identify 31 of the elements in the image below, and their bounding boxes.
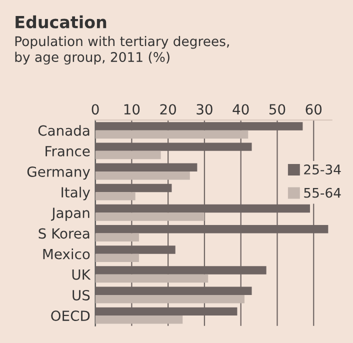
y-tick-label: Germany <box>27 166 90 180</box>
y-tick-label: UK <box>72 270 91 280</box>
y-tick-label: Italy <box>62 186 90 200</box>
bar <box>95 274 208 283</box>
bar <box>95 233 139 242</box>
x-tick-label: 30 <box>196 104 212 115</box>
legend-label: 25-34 <box>304 164 341 174</box>
y-tick-label: S Korea <box>38 228 90 239</box>
x-tick-label: 0 <box>92 104 99 115</box>
chart-title: Education <box>16 15 106 28</box>
x-tick-label: 40 <box>232 104 249 115</box>
chart-subtitle: Population with tertiary degrees, by age group, 2011 (%) <box>15 36 229 65</box>
y-tick-label: Japan <box>50 208 90 221</box>
x-tick-label: 60 <box>306 104 322 115</box>
bar <box>95 130 248 139</box>
y-tick-label: Mexico <box>43 248 90 260</box>
x-tick-label: 50 <box>269 104 286 115</box>
bar <box>95 294 244 304</box>
bar <box>95 254 139 262</box>
y-tick-label: US <box>72 290 90 300</box>
bar <box>95 316 183 324</box>
x-tick-label: 10 <box>124 104 140 115</box>
y-tick-label: OECD <box>51 310 90 322</box>
bar <box>95 212 204 221</box>
legend-label: 55-64 <box>304 188 341 198</box>
y-tick-label: Canada <box>38 125 90 136</box>
bar <box>95 150 161 160</box>
y-tick-label: France <box>46 146 90 156</box>
x-tick-label: 20 <box>160 104 176 115</box>
bar <box>95 172 190 180</box>
bar <box>95 192 136 200</box>
